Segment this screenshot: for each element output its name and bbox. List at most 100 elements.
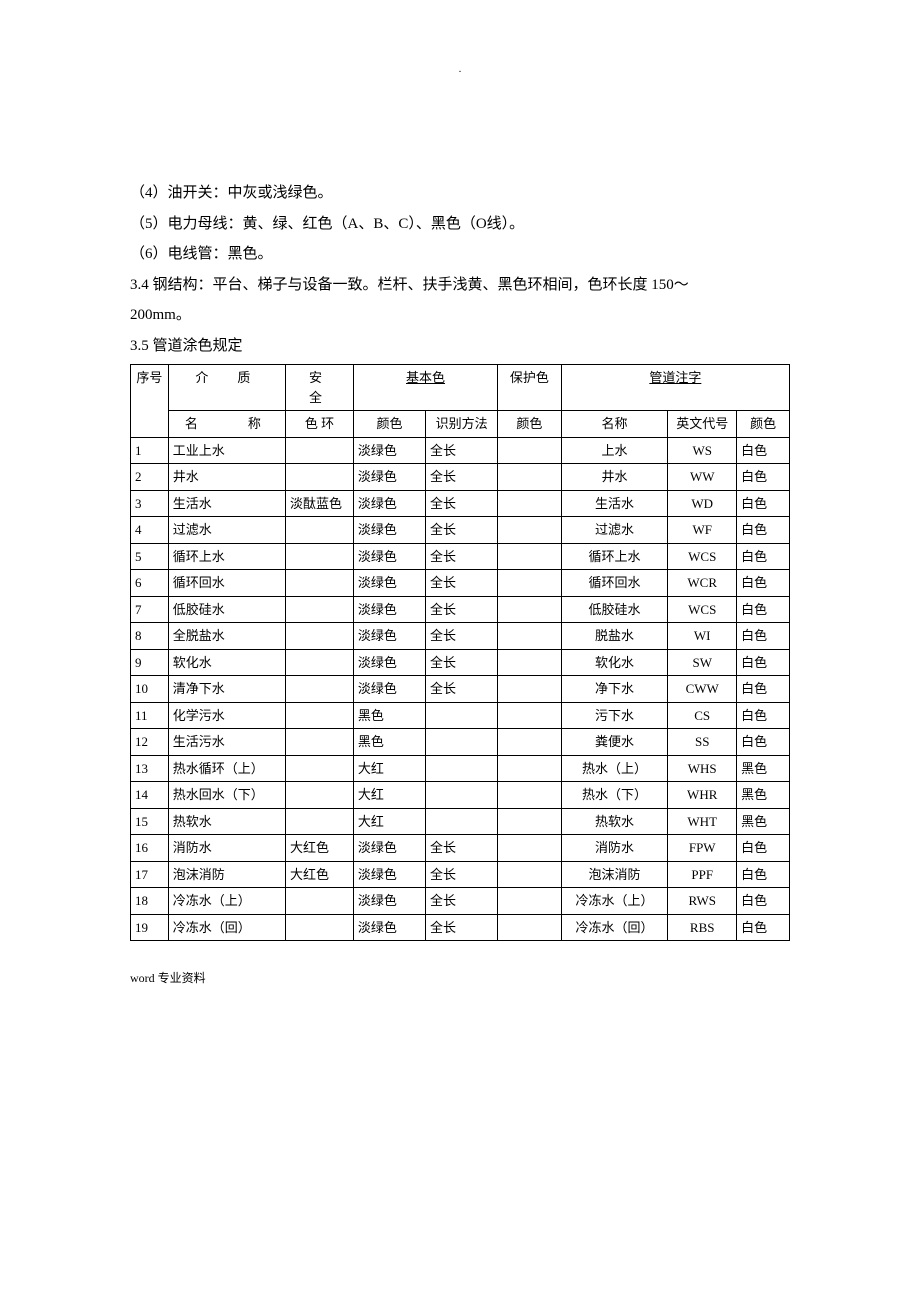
table-cell: 黑色	[737, 808, 790, 835]
table-cell: 白色	[737, 437, 790, 464]
table-cell: WI	[668, 623, 737, 650]
table-cell	[498, 861, 562, 888]
table-cell	[498, 835, 562, 862]
table-cell: 6	[131, 570, 169, 597]
table-cell: 大红色	[286, 835, 354, 862]
table-cell: 热水（上）	[561, 755, 668, 782]
table-cell: 淡绿色	[353, 437, 425, 464]
th-protect: 保护色	[498, 365, 562, 411]
table-cell: 白色	[737, 490, 790, 517]
table-cell: 白色	[737, 914, 790, 941]
table-cell	[286, 888, 354, 915]
table-cell: CWW	[668, 676, 737, 703]
table-cell: 淡绿色	[353, 835, 425, 862]
page-dot: .	[130, 60, 790, 79]
th-safety: 安 全	[286, 365, 354, 411]
table-cell: 清净下水	[168, 676, 285, 703]
table-cell: 化学污水	[168, 702, 285, 729]
table-cell	[286, 782, 354, 809]
table-cell	[286, 596, 354, 623]
table-cell: 2	[131, 464, 169, 491]
pipe-color-table: 序号 介 质 安 全 基本色 保护色 管道注字 名 称 色 环 颜色 识别方法 …	[130, 364, 790, 941]
table-cell: WS	[668, 437, 737, 464]
table-row: 7低胶硅水淡绿色全长低胶硅水WCS白色	[131, 596, 790, 623]
table-row: 16消防水大红色淡绿色全长消防水FPW白色	[131, 835, 790, 862]
table-cell	[286, 676, 354, 703]
table-cell: 冷冻水（上）	[168, 888, 285, 915]
table-row: 4过滤水淡绿色全长过滤水WF白色	[131, 517, 790, 544]
table-cell: 泡沫消防	[168, 861, 285, 888]
th-seq: 序号	[131, 365, 169, 438]
table-cell: 4	[131, 517, 169, 544]
table-cell: 淡绿色	[353, 914, 425, 941]
th-medium-name: 名 称	[168, 411, 285, 438]
table-cell: 淡绿色	[353, 517, 425, 544]
th-protect-color: 颜色	[498, 411, 562, 438]
table-cell	[498, 649, 562, 676]
table-cell: 热水（下）	[561, 782, 668, 809]
table-cell: 16	[131, 835, 169, 862]
table-cell: 全长	[426, 464, 498, 491]
table-cell: 5	[131, 543, 169, 570]
table-cell: SS	[668, 729, 737, 756]
table-cell: CS	[668, 702, 737, 729]
table-cell: FPW	[668, 835, 737, 862]
para-34a: 3.4 钢结构：平台、梯子与设备一致。栏杆、扶手浅黄、黑色环相间，色环长度 15…	[130, 271, 790, 300]
table-cell: 大红色	[286, 861, 354, 888]
table-cell: 工业上水	[168, 437, 285, 464]
table-cell: 白色	[737, 517, 790, 544]
table-cell	[498, 729, 562, 756]
table-cell: 淡绿色	[353, 649, 425, 676]
table-cell	[498, 464, 562, 491]
table-cell: 7	[131, 596, 169, 623]
table-cell: 淡绿色	[353, 623, 425, 650]
table-cell: 大红	[353, 808, 425, 835]
table-cell	[286, 808, 354, 835]
table-cell: 生活水	[561, 490, 668, 517]
table-cell: WHT	[668, 808, 737, 835]
table-cell: 冷冻水（回）	[561, 914, 668, 941]
table-row: 2井水淡绿色全长井水WW白色	[131, 464, 790, 491]
table-cell: 消防水	[561, 835, 668, 862]
table-cell	[498, 808, 562, 835]
table-cell: 大红	[353, 755, 425, 782]
table-cell: 污下水	[561, 702, 668, 729]
table-row: 13热水循环（上）大红热水（上）WHS黑色	[131, 755, 790, 782]
table-cell: 过滤水	[561, 517, 668, 544]
table-cell: 软化水	[168, 649, 285, 676]
table-cell: 白色	[737, 543, 790, 570]
table-cell: 黑色	[353, 702, 425, 729]
table-cell: 全脱盐水	[168, 623, 285, 650]
table-header-row-2: 名 称 色 环 颜色 识别方法 颜色 名称 英文代号 颜色	[131, 411, 790, 438]
table-cell: 3	[131, 490, 169, 517]
table-cell	[286, 437, 354, 464]
table-cell: 上水	[561, 437, 668, 464]
table-row: 18冷冻水（上）淡绿色全长冷冻水（上）RWS白色	[131, 888, 790, 915]
para-5: （5）电力母线：黄、绿、红色（A、B、C）、黑色（O线）。	[130, 210, 790, 239]
table-cell	[286, 543, 354, 570]
table-cell: 全长	[426, 676, 498, 703]
table-cell	[286, 702, 354, 729]
table-cell: 低胶硅水	[168, 596, 285, 623]
table-row: 9软化水淡绿色全长软化水SW白色	[131, 649, 790, 676]
table-cell: 14	[131, 782, 169, 809]
table-cell: 净下水	[561, 676, 668, 703]
table-cell	[286, 755, 354, 782]
table-cell: 循环回水	[168, 570, 285, 597]
table-cell: WCS	[668, 543, 737, 570]
table-cell	[286, 570, 354, 597]
table-cell	[426, 702, 498, 729]
th-medium: 介 质	[168, 365, 285, 411]
table-cell: 黑色	[737, 782, 790, 809]
table-cell: 9	[131, 649, 169, 676]
table-cell: 大红	[353, 782, 425, 809]
th-color: 颜色	[353, 411, 425, 438]
footer-text: word 专业资料	[130, 967, 790, 990]
table-cell: 循环回水	[561, 570, 668, 597]
table-cell: 白色	[737, 649, 790, 676]
table-cell: 循环上水	[561, 543, 668, 570]
table-cell	[498, 490, 562, 517]
table-cell: 全长	[426, 623, 498, 650]
th-basic: 基本色	[353, 365, 497, 411]
table-cell	[498, 782, 562, 809]
